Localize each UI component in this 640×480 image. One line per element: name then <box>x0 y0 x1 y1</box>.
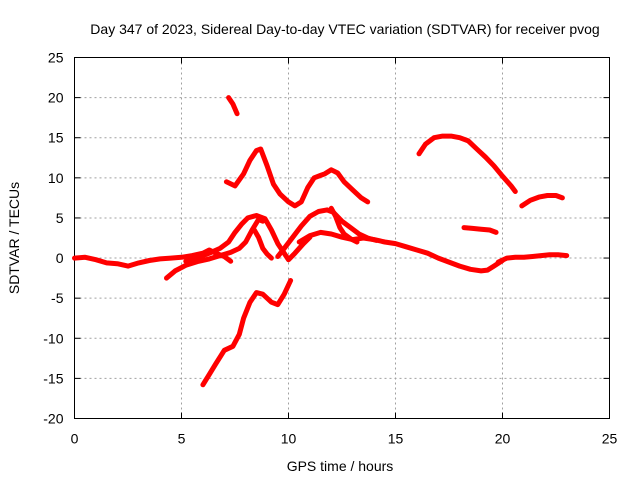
y-tick-label: -5 <box>51 290 64 306</box>
x-tick-label: 5 <box>178 431 186 447</box>
series-line-arc-8 <box>275 207 379 259</box>
y-tick-label: 10 <box>48 170 64 186</box>
series-line-arc-13 <box>495 252 570 265</box>
x-tick-label: 15 <box>388 431 404 447</box>
series-line-arc-11 <box>416 133 518 194</box>
x-tick-label: 25 <box>602 431 618 447</box>
y-tick-label: -20 <box>43 411 63 427</box>
y-tick-label: -10 <box>43 330 63 346</box>
x-tick-label: 0 <box>71 431 79 447</box>
series-line-arc-9 <box>296 229 505 274</box>
series-line-arc-6 <box>200 278 294 388</box>
x-tick-label: 20 <box>495 431 511 447</box>
x-axis-label: GPS time / hours <box>287 458 394 474</box>
series-line-arc-3 <box>183 213 313 264</box>
series-line-arc-4 <box>223 146 371 209</box>
y-tick-label: 0 <box>56 250 64 266</box>
series-line-arc-7 <box>251 227 274 261</box>
y-tick-label: 20 <box>48 90 64 106</box>
plot-frame <box>74 57 610 419</box>
data-series <box>72 95 570 388</box>
series-line-arc-10 <box>328 205 360 245</box>
series-line-arc-12 <box>461 225 499 235</box>
y-tick-label: 5 <box>56 210 64 226</box>
y-tick-label: 25 <box>48 50 64 66</box>
chart-title: Day 347 of 2023, Sidereal Day-to-day VTE… <box>90 21 599 37</box>
y-axis-label: SDTVAR / TECUs <box>6 182 22 294</box>
series-line-arc-5 <box>226 95 240 117</box>
y-tick-label: -15 <box>43 370 63 386</box>
y-tick-label: 15 <box>48 130 64 146</box>
series-line-arc-14 <box>519 193 565 209</box>
axis-ticks: 0 5 10 15 20 25 -20 -15 -10 -5 0 5 10 15 20 25 <box>43 50 617 447</box>
x-tick-label: 10 <box>281 431 297 447</box>
